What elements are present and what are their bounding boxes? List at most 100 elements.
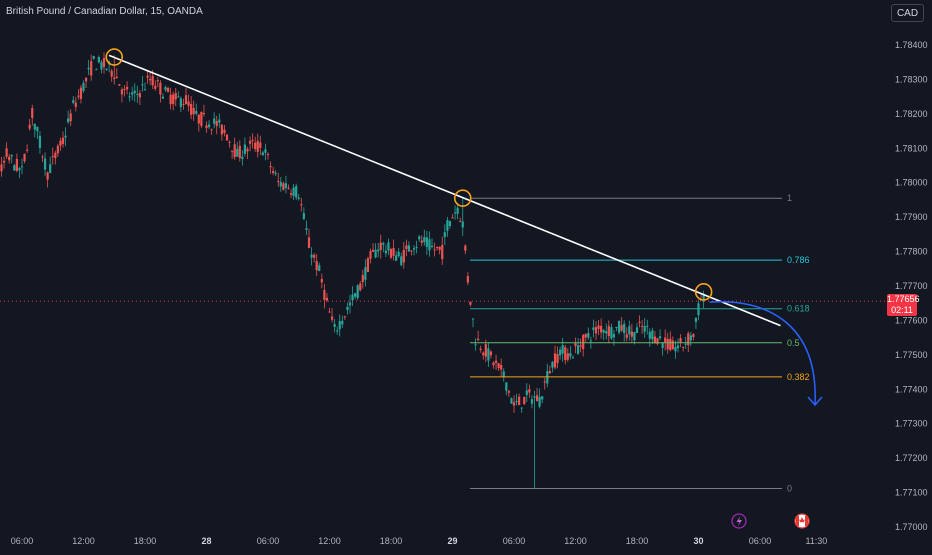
candle-body bbox=[662, 343, 664, 348]
candle-body bbox=[123, 89, 125, 90]
candle-body bbox=[492, 363, 494, 366]
candle-body bbox=[585, 334, 587, 337]
candle-body bbox=[49, 164, 51, 173]
candle-body bbox=[264, 149, 266, 153]
candle-body bbox=[554, 353, 556, 367]
candle-body bbox=[679, 338, 681, 343]
candle-body bbox=[441, 245, 443, 259]
candle-body bbox=[367, 258, 369, 272]
candle-body bbox=[444, 232, 446, 237]
candle-body bbox=[646, 326, 648, 327]
candle-body bbox=[477, 339, 479, 341]
lightning-bolt-icon bbox=[737, 516, 743, 526]
candle-body bbox=[454, 212, 456, 213]
candle-body bbox=[16, 159, 18, 171]
candle-body bbox=[459, 221, 461, 222]
candle-body bbox=[6, 148, 8, 156]
candle-body bbox=[533, 396, 535, 397]
candle-body bbox=[572, 357, 574, 358]
fib-level-label: 0.618 bbox=[787, 304, 810, 314]
candle-body bbox=[103, 58, 105, 67]
candle-body bbox=[457, 208, 459, 214]
candle-body bbox=[82, 83, 84, 91]
currency-button[interactable]: CAD bbox=[891, 4, 924, 22]
fib-level-label: 0 bbox=[787, 483, 792, 493]
candle-body bbox=[244, 144, 246, 153]
candle-body bbox=[303, 213, 305, 219]
candle-body bbox=[608, 326, 610, 336]
candle-body bbox=[185, 95, 187, 104]
time-tick-label: 30 bbox=[693, 536, 703, 546]
price-tick-label: 1.77700 bbox=[895, 281, 928, 291]
candle-body bbox=[354, 293, 356, 296]
candle-body bbox=[610, 327, 612, 338]
candle-body bbox=[369, 251, 371, 259]
candle-body bbox=[523, 397, 525, 404]
candle-body bbox=[628, 326, 630, 334]
candle-body bbox=[603, 330, 605, 333]
price-tick-label: 1.77000 bbox=[895, 522, 928, 532]
time-tick-label: 18:00 bbox=[134, 536, 157, 546]
candle-body bbox=[408, 245, 410, 251]
time-tick-label: 29 bbox=[447, 536, 457, 546]
touch-markers bbox=[106, 49, 711, 300]
candle-body bbox=[11, 155, 13, 156]
candle-body bbox=[221, 125, 223, 135]
candle-body bbox=[167, 88, 169, 92]
candle-body bbox=[249, 141, 251, 144]
candle-body bbox=[426, 237, 428, 247]
candle-body bbox=[282, 183, 284, 189]
candle-body bbox=[549, 371, 551, 373]
candle-body bbox=[464, 246, 466, 251]
candle-body bbox=[503, 371, 505, 377]
candle-body bbox=[211, 129, 213, 130]
candle-body bbox=[582, 335, 584, 349]
candle-body bbox=[334, 324, 336, 327]
candle-body bbox=[508, 391, 510, 393]
candle-body bbox=[613, 334, 615, 337]
candle-body bbox=[344, 316, 346, 317]
candle-body bbox=[180, 98, 182, 107]
candle-body bbox=[144, 89, 146, 90]
price-tick-label: 1.78300 bbox=[895, 74, 928, 84]
candle-body bbox=[590, 340, 592, 341]
candle-body bbox=[362, 275, 364, 282]
candle-body bbox=[669, 339, 671, 350]
candle-body bbox=[267, 154, 269, 155]
candle-body bbox=[47, 172, 49, 179]
price-tick-label: 1.77900 bbox=[895, 212, 928, 222]
time-tick-label: 06:00 bbox=[749, 536, 772, 546]
candle-body bbox=[131, 92, 133, 94]
candle-body bbox=[141, 84, 143, 85]
candle-body bbox=[382, 243, 384, 245]
candle-body bbox=[472, 319, 474, 320]
candle-body bbox=[439, 247, 441, 250]
candle-body bbox=[556, 354, 558, 363]
event-icons bbox=[732, 514, 809, 528]
candle-body bbox=[446, 220, 448, 231]
time-tick-label: 18:00 bbox=[626, 536, 649, 546]
candle-body bbox=[505, 382, 507, 390]
candle-body bbox=[236, 149, 238, 157]
candle-countdown: 02:11 bbox=[887, 305, 917, 316]
candle-body bbox=[234, 144, 236, 157]
candle-body bbox=[77, 96, 79, 97]
candle-body bbox=[372, 250, 374, 252]
time-tick-label: 28 bbox=[201, 536, 211, 546]
candle-body bbox=[105, 69, 107, 70]
candle-body bbox=[39, 136, 41, 148]
candle-body bbox=[500, 365, 502, 370]
candle-body bbox=[26, 150, 28, 151]
price-tick-label: 1.77200 bbox=[895, 453, 928, 463]
candle-body bbox=[159, 83, 161, 95]
candle-body bbox=[187, 101, 189, 105]
candle-body bbox=[70, 113, 72, 121]
candle-body bbox=[592, 328, 594, 330]
candle-body bbox=[52, 156, 54, 157]
candle-body bbox=[318, 265, 320, 271]
price-axis: 1.784001.783001.782001.781001.780001.779… bbox=[895, 40, 928, 532]
candle-body bbox=[293, 188, 295, 196]
candle-body bbox=[88, 68, 90, 69]
